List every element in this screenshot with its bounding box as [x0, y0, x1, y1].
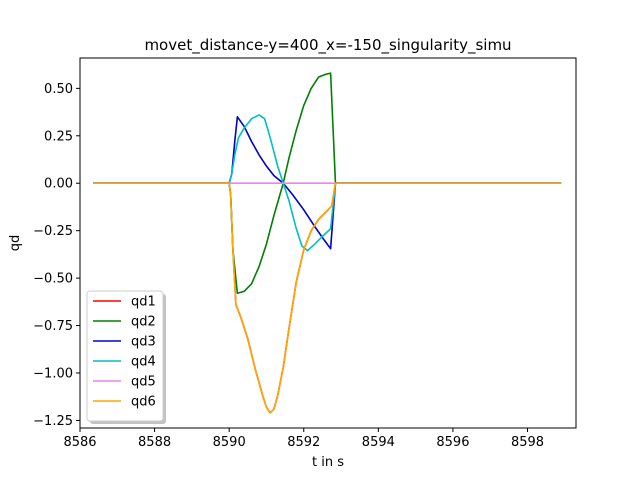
legend-box: [86, 290, 164, 422]
series-line-qd6: [93, 182, 562, 414]
y-axis-label: qd: [8, 235, 23, 252]
y-tick-label: 0.25: [44, 129, 73, 144]
series-line-qd4: [93, 114, 562, 252]
y-tick-label: −0.25: [33, 224, 73, 239]
y-tick-label: −0.50: [33, 272, 73, 287]
x-tick-label: 8592: [287, 435, 320, 450]
x-axis-label: t in s: [312, 455, 344, 470]
x-tick-label: 8588: [138, 435, 171, 450]
series-layer: [93, 72, 562, 414]
y-tick-label: −1.25: [33, 414, 73, 429]
plot-frame: [79, 57, 577, 429]
series-line-qd3: [93, 116, 562, 250]
x-tick-label: 8596: [436, 435, 469, 450]
x-tick-label: 8590: [213, 435, 246, 450]
x-tick-label: 8586: [63, 435, 96, 450]
x-axis: 8586 8588 8590 8592 8594 8596 8598: [63, 428, 544, 450]
y-axis: −1.25 −1.00 −0.75 −0.50 −0.25 0.00 0.25 0.50: [33, 82, 80, 429]
y-tick-label: 0.00: [44, 177, 73, 192]
legend-label-qd1: qd1: [131, 295, 156, 310]
legend-label-qd5: qd5: [131, 375, 156, 390]
legend: qd1 qd2 qd3 qd4 qd5 qd6: [86, 290, 166, 424]
y-tick-label: −0.75: [33, 319, 73, 334]
y-tick-label: −1.00: [33, 366, 73, 381]
x-tick-label: 8598: [511, 435, 544, 450]
y-tick-label: 0.50: [44, 82, 73, 97]
legend-label-qd4: qd4: [131, 355, 156, 370]
legend-label-qd3: qd3: [131, 335, 156, 350]
legend-items: qd1 qd2 qd3 qd4 qd5 qd6: [93, 295, 156, 410]
legend-label-qd2: qd2: [131, 315, 156, 330]
chart-title: movet_distance-y=400_x=-150_singularity_…: [144, 36, 511, 55]
x-tick-label: 8594: [362, 435, 395, 450]
legend-label-qd6: qd6: [131, 395, 156, 410]
